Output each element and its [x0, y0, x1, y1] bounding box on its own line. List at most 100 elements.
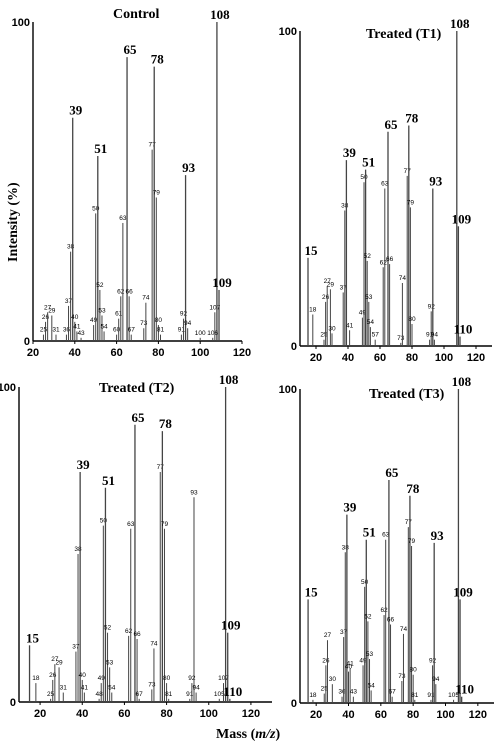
- peak-label: 62: [380, 607, 388, 614]
- peak-label: 77: [404, 168, 412, 175]
- peak-label: 53: [365, 294, 373, 301]
- peak-label: 81: [157, 327, 165, 334]
- peak-label: 53: [106, 659, 114, 666]
- peak-label: 66: [126, 288, 134, 295]
- peak-label: 108: [210, 7, 230, 22]
- spectrum-panel-3: Treated (T2) 0 100 20 40 60 80 100 120 15 18 25 26 27…: [0, 372, 272, 720]
- peak-label: 74: [142, 295, 150, 302]
- x-axis-label-main: Mass (: [216, 727, 256, 742]
- peak-label: 52: [96, 282, 104, 289]
- peak-label: 54: [100, 323, 108, 330]
- peak-label: 79: [153, 189, 161, 196]
- peak-label: 49: [98, 675, 106, 682]
- peak-label: 25: [47, 691, 55, 698]
- peak-label: 49: [359, 310, 367, 317]
- peak-label: 77: [157, 464, 165, 471]
- peak-label: 73: [398, 673, 406, 680]
- y-tick-label: 100: [279, 384, 297, 396]
- x-tick-label: 120: [242, 708, 260, 720]
- peak-label: 92: [428, 303, 436, 310]
- peak-label: 63: [381, 181, 389, 188]
- peak-label: 91: [426, 332, 434, 339]
- peak-label: 27: [44, 304, 52, 311]
- peak-label: 30: [329, 676, 337, 683]
- peak-label: 80: [408, 316, 416, 323]
- peak-label: 109: [212, 275, 232, 290]
- peak-label: 40: [79, 672, 87, 679]
- peak-label: 41: [81, 685, 89, 692]
- x-tick-label: 80: [407, 709, 419, 721]
- peak-label: 60: [113, 327, 121, 334]
- y-tick-label: 0: [291, 341, 297, 353]
- peak-label: 74: [399, 275, 407, 282]
- peak-label: 109: [453, 584, 473, 599]
- y-tick-label: 0: [291, 698, 297, 710]
- peak-label: 65: [131, 410, 145, 425]
- peak-label: 50: [360, 174, 368, 181]
- peak-label: 31: [52, 327, 60, 334]
- peak-label: 63: [382, 532, 390, 539]
- peak-label: 109: [221, 618, 241, 633]
- peak-label: 105: [448, 692, 459, 699]
- peak-label: 51: [363, 525, 376, 540]
- peak-label: 51: [102, 473, 115, 488]
- peak-label: 38: [67, 244, 75, 251]
- peak-label: 67: [136, 691, 144, 698]
- x-tick-label: 20: [27, 347, 39, 359]
- x-tick-label: 20: [310, 709, 322, 721]
- peak-label: 26: [322, 657, 330, 664]
- peak-label: 18: [32, 675, 40, 682]
- peak-label: 26: [49, 672, 57, 679]
- peak-label: 40: [345, 664, 353, 671]
- peak-label: 108: [452, 374, 472, 389]
- peak-label: 79: [407, 199, 415, 206]
- y-tick-label: 0: [24, 336, 30, 348]
- peak-label: 66: [386, 256, 394, 263]
- peak-label: 36: [338, 689, 346, 696]
- peak-label: 52: [364, 253, 372, 260]
- peak-label: 105: [214, 691, 225, 698]
- peak-label: 77: [149, 142, 157, 149]
- peak-label: 110: [223, 684, 242, 699]
- peak-label: 53: [366, 651, 374, 658]
- y-tick-label: 100: [12, 17, 30, 29]
- x-tick-label: 60: [118, 708, 130, 720]
- peak-label: 39: [343, 145, 357, 160]
- x-axis-label-close: ): [275, 727, 281, 742]
- peak-label: 39: [77, 457, 91, 472]
- peak-label: 37: [65, 298, 73, 305]
- peak-label: 73: [140, 320, 148, 327]
- peak-label: 80: [155, 317, 163, 324]
- x-tick-label: 100: [436, 709, 454, 721]
- peak-label: 15: [305, 584, 319, 599]
- peak-label: 93: [429, 174, 443, 189]
- peak-label: 74: [400, 626, 408, 633]
- peak-label: 25: [40, 327, 48, 334]
- peak-label: 93: [431, 528, 445, 543]
- peak-label: 62: [117, 288, 125, 295]
- peak-label: 50: [100, 518, 108, 525]
- peak-label: 54: [368, 682, 376, 689]
- y-axis-label: Intensity (%): [6, 182, 21, 262]
- peak-label: 65: [385, 117, 399, 132]
- peak-label: 74: [150, 640, 158, 647]
- x-tick-label: 40: [342, 352, 354, 364]
- spectrum-panel-2: Treated (T1) 0 100 20 40 60 80 100 120 15 18 25 26 27…: [279, 16, 492, 364]
- x-tick-label: 120: [467, 352, 485, 364]
- peak-label: 100: [195, 330, 206, 337]
- x-tick-label: 80: [406, 352, 418, 364]
- y-tick-label: 100: [0, 382, 16, 394]
- peak-label: 66: [133, 631, 141, 638]
- peak-label: 29: [55, 659, 63, 666]
- peak-label: 50: [361, 579, 369, 586]
- x-tick-label: 20: [34, 708, 46, 720]
- peak-label: 81: [165, 691, 173, 698]
- peak-label: 92: [180, 311, 188, 318]
- peak-label: 29: [48, 307, 56, 314]
- peak-label: 92: [429, 657, 437, 664]
- peak-label: 62: [380, 259, 388, 266]
- peak-label: 41: [73, 323, 81, 330]
- x-tick-label: 100: [200, 708, 218, 720]
